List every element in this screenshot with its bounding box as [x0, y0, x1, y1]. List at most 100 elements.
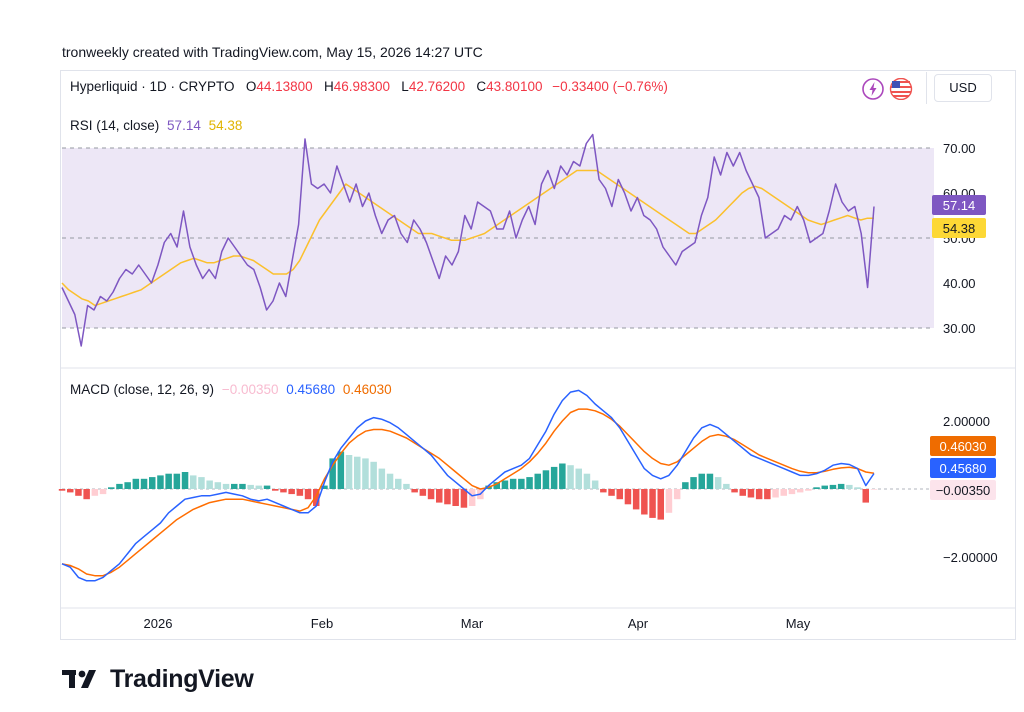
rsi-y-tick: 70.00: [943, 141, 976, 156]
macd-hist-bar: [124, 482, 131, 489]
macd-hist-bar: [411, 489, 418, 493]
macd-hist-bar: [444, 489, 451, 505]
macd-last-label: 0.45680: [940, 461, 987, 476]
macd-hist-bar: [116, 483, 123, 489]
macd-hist-bar: [67, 489, 74, 493]
low-value: 42.76200: [408, 79, 466, 94]
rsi-legend[interactable]: RSI (14, close) 57.14 54.38: [70, 118, 242, 133]
macd-hist-bar: [829, 484, 837, 489]
toolbar-divider: [926, 72, 927, 104]
macd-hist-bar: [239, 483, 246, 489]
macd-hist-bar: [837, 483, 845, 489]
us-flag-icon: [889, 78, 913, 100]
chart-credit: tronweekly created with TradingView.com,…: [62, 44, 483, 60]
macd-hist-bar: [600, 489, 607, 493]
x-tick-label: May: [786, 616, 811, 631]
macd-hist-bar: [255, 485, 263, 489]
macd-hist-bar: [395, 478, 402, 489]
macd-hist-bar: [714, 477, 722, 489]
exchange-icons[interactable]: [862, 78, 918, 100]
chart-frame: [60, 70, 1016, 640]
macd-y-tick: 2.00000: [943, 414, 990, 429]
rsi-ma-last-label-bg: [932, 218, 986, 238]
macd-hist-bar: [108, 487, 115, 489]
macd-hist-bar: [190, 475, 197, 489]
macd-hist-bar: [304, 489, 312, 500]
x-tick-label: Apr: [628, 616, 649, 631]
macd-hist-bar: [846, 484, 853, 489]
macd-hist-bar: [58, 489, 66, 491]
hist-legend-value: −0.00350: [221, 382, 279, 397]
macd-hist-bar: [542, 470, 550, 489]
macd-hist-bar: [682, 482, 689, 489]
currency-button[interactable]: USD: [934, 74, 992, 102]
macd-hist-bar: [788, 489, 796, 495]
macd-hist-bar: [370, 461, 377, 489]
macd-last-label-bg: [930, 458, 996, 478]
macd-hist-bar: [723, 483, 730, 489]
symbol-info[interactable]: Hyperliquid · 1D · CRYPTO: [70, 79, 235, 94]
x-tick-label: Mar: [461, 616, 484, 631]
macd-hist-bar: [247, 484, 254, 489]
macd-hist-bar: [329, 458, 336, 489]
macd-legend-label: MACD (close, 12, 26, 9): [70, 382, 215, 397]
macd-legend-value: 0.45680: [286, 382, 336, 397]
macd-hist-bar: [419, 489, 427, 496]
macd-hist-bar: [468, 489, 476, 506]
macd-y-tick: −2.00000: [943, 550, 998, 565]
macd-hist-bar: [345, 455, 353, 489]
macd-hist-bar: [649, 489, 656, 518]
macd-hist-bar: [132, 478, 140, 489]
macd-hist-last-label-bg: [930, 480, 996, 500]
rsi-legend-label: RSI (14, close): [70, 118, 160, 133]
macd-line: [61, 389, 875, 582]
high-key: H: [323, 79, 334, 94]
macd-signal-last-label-bg: [930, 436, 996, 456]
low-key: L: [401, 79, 409, 94]
rsi-last-label: 57.14: [943, 198, 976, 213]
lightning-icon: [862, 78, 884, 100]
macd-hist-bar: [181, 472, 189, 489]
macd-hist-bar: [436, 489, 443, 503]
macd-hist-bar: [821, 485, 828, 489]
macd-hist-bar: [755, 489, 763, 500]
symbol-header: Hyperliquid · 1D · CRYPTO O44.13800 H46.…: [70, 79, 668, 94]
macd-hist-bar: [206, 480, 213, 489]
macd-hist-bar: [526, 477, 533, 489]
macd-hist-bar: [509, 478, 517, 489]
price-change: −0.33400 (−0.76%): [552, 79, 668, 94]
tradingview-logo[interactable]: TradingView: [62, 664, 254, 694]
macd-hist-bar: [764, 489, 771, 500]
open-value: 44.13800: [256, 79, 313, 94]
macd-hist-bar: [280, 489, 287, 493]
rsi-ma-line: [61, 169, 875, 307]
macd-hist-bar: [739, 489, 746, 496]
macd-hist-bar: [75, 489, 82, 496]
macd-hist-bar: [583, 473, 591, 489]
macd-hist-bar: [805, 489, 812, 491]
rsi-y-tick: 30.00: [943, 321, 976, 336]
macd-hist-bar: [690, 477, 697, 489]
macd-hist-bar: [452, 489, 459, 506]
macd-hist-bar: [641, 489, 648, 515]
macd-hist-bar: [165, 473, 172, 489]
macd-hist-bar: [567, 465, 574, 489]
macd-hist-bar: [362, 458, 369, 489]
macd-hist-bar: [591, 480, 599, 489]
macd-signal-last-label: 0.46030: [940, 439, 987, 454]
macd-hist-bar: [99, 489, 107, 495]
macd-hist-bar: [673, 489, 681, 500]
macd-hist-bar: [706, 473, 714, 489]
macd-hist-bar: [214, 482, 222, 489]
macd-legend[interactable]: MACD (close, 12, 26, 9) −0.00350 0.45680…: [70, 382, 392, 397]
macd-hist-bar: [616, 489, 623, 500]
macd-hist-bar: [608, 489, 615, 496]
macd-hist-bar: [272, 489, 279, 491]
macd-hist-bar: [296, 489, 304, 496]
macd-signal-line: [61, 408, 875, 577]
macd-hist-bar: [386, 473, 394, 489]
macd-hist-bar: [518, 478, 525, 489]
macd-hist-bar: [698, 473, 705, 489]
macd-hist-bar: [854, 487, 861, 489]
